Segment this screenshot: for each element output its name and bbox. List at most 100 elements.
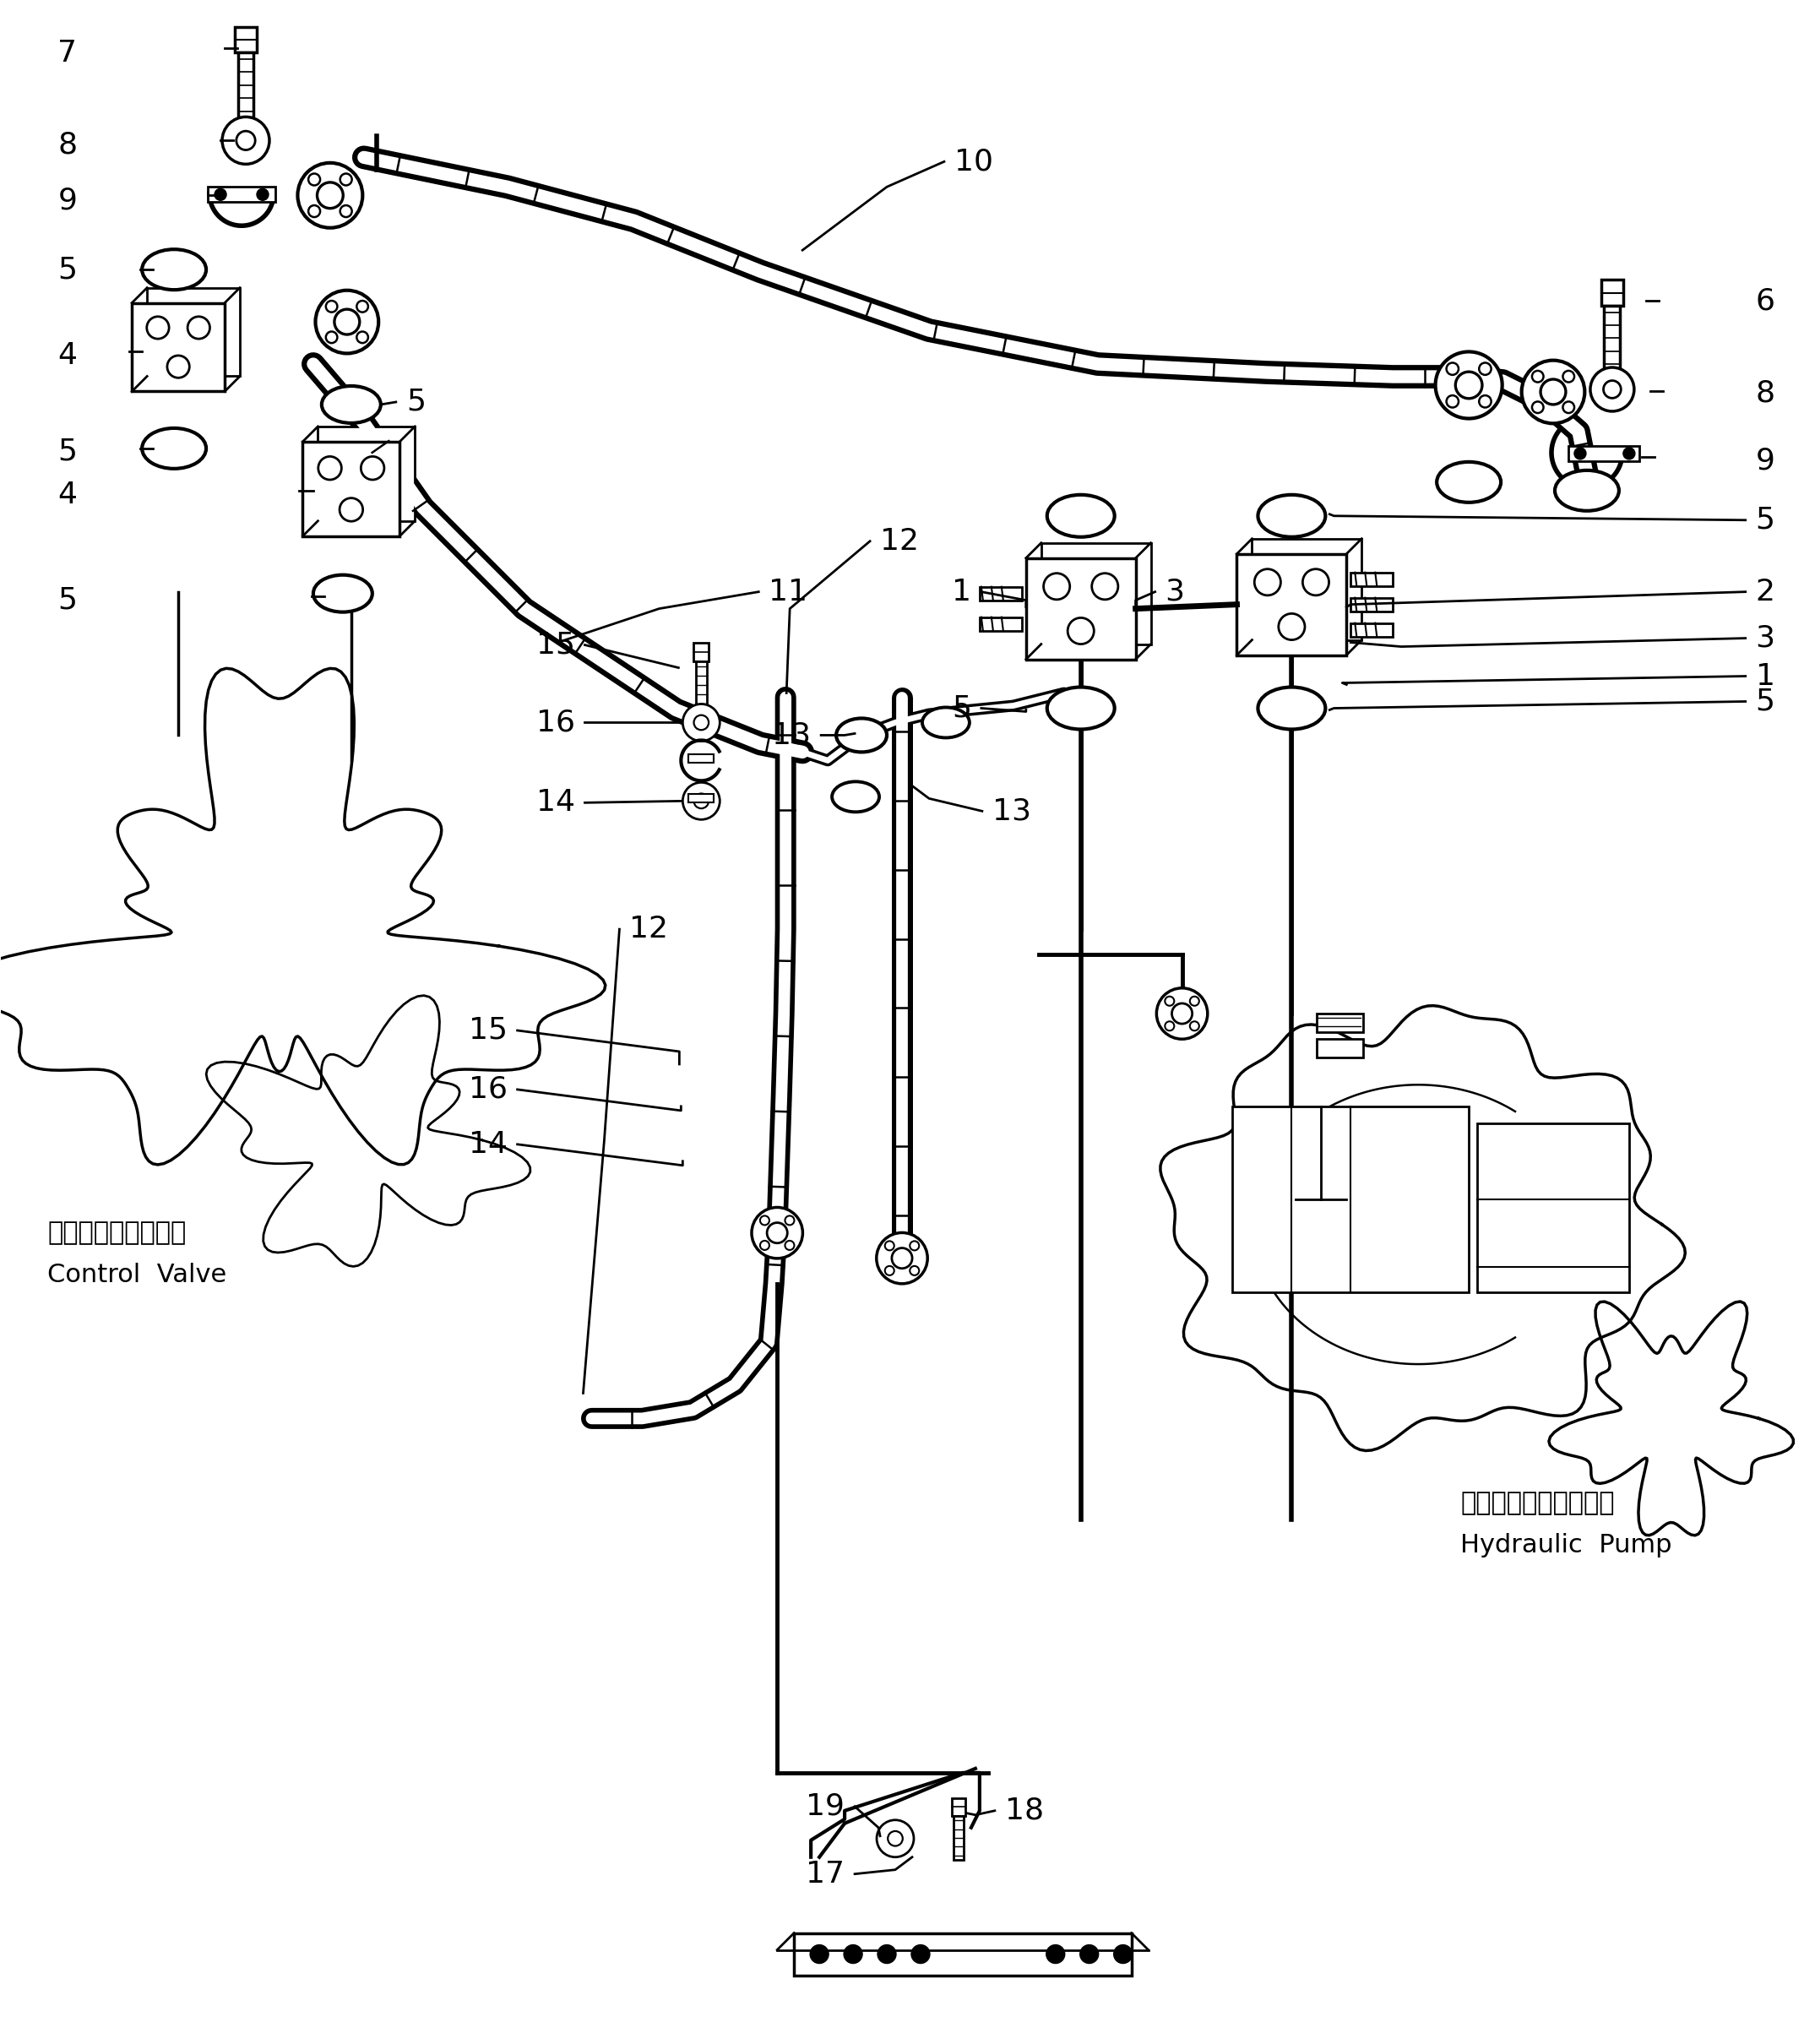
Bar — [1568, 446, 1640, 462]
Bar — [238, 53, 254, 119]
Ellipse shape — [321, 386, 381, 423]
Text: 8: 8 — [58, 131, 78, 159]
Bar — [207, 186, 276, 202]
Bar — [951, 1799, 965, 1815]
Ellipse shape — [1436, 462, 1501, 503]
Circle shape — [1046, 1944, 1064, 1964]
Circle shape — [327, 300, 337, 313]
Circle shape — [188, 317, 209, 339]
Bar — [1600, 280, 1624, 307]
Text: 7: 7 — [58, 39, 78, 67]
Circle shape — [1532, 401, 1544, 413]
Circle shape — [1113, 1944, 1133, 1964]
Circle shape — [886, 1265, 895, 1275]
Bar — [318, 427, 415, 521]
Circle shape — [256, 188, 269, 200]
Text: 5: 5 — [953, 693, 971, 724]
Circle shape — [1624, 448, 1634, 460]
Bar — [1238, 554, 1346, 654]
Circle shape — [682, 783, 720, 820]
Circle shape — [1191, 1022, 1200, 1030]
Text: 3: 3 — [1755, 623, 1775, 652]
Circle shape — [236, 131, 254, 149]
Circle shape — [695, 793, 709, 809]
Text: 16: 16 — [469, 1075, 507, 1104]
Bar — [1041, 544, 1151, 644]
Bar — [148, 288, 240, 376]
Polygon shape — [1160, 1006, 1685, 1451]
Bar — [1604, 307, 1620, 370]
Circle shape — [877, 1233, 927, 1284]
Text: 3: 3 — [1165, 578, 1185, 607]
Bar — [1351, 572, 1393, 587]
Circle shape — [1521, 360, 1584, 423]
Circle shape — [1479, 362, 1492, 374]
Circle shape — [888, 1831, 902, 1846]
Circle shape — [341, 174, 352, 186]
Bar — [689, 795, 714, 803]
Text: 5: 5 — [406, 388, 426, 417]
Text: 8: 8 — [1755, 380, 1775, 409]
Circle shape — [1254, 568, 1281, 595]
Circle shape — [308, 174, 319, 186]
Circle shape — [1447, 394, 1459, 407]
Circle shape — [909, 1241, 918, 1251]
Circle shape — [316, 290, 379, 354]
Circle shape — [327, 331, 337, 343]
Text: 5: 5 — [1755, 687, 1775, 715]
Circle shape — [1479, 394, 1492, 407]
Circle shape — [911, 1944, 929, 1964]
Text: 12: 12 — [630, 916, 669, 944]
Bar — [1232, 1106, 1468, 1292]
Text: 12: 12 — [880, 527, 918, 556]
Text: 11: 11 — [769, 578, 808, 607]
Bar — [980, 587, 1021, 601]
Circle shape — [1541, 380, 1566, 405]
Circle shape — [1043, 572, 1070, 599]
Circle shape — [318, 182, 343, 208]
Circle shape — [759, 1216, 769, 1224]
Bar — [1317, 1014, 1364, 1032]
Bar — [980, 617, 1021, 632]
Circle shape — [318, 456, 341, 480]
Circle shape — [357, 331, 368, 343]
Polygon shape — [1550, 1302, 1793, 1535]
Text: 6: 6 — [1755, 286, 1775, 315]
Circle shape — [1302, 568, 1330, 595]
Text: 9: 9 — [1755, 448, 1775, 476]
Circle shape — [341, 204, 352, 217]
Polygon shape — [206, 995, 530, 1267]
Bar — [303, 442, 400, 536]
Circle shape — [1165, 997, 1174, 1006]
Circle shape — [1436, 352, 1503, 419]
Ellipse shape — [1046, 495, 1115, 538]
Text: 13: 13 — [772, 722, 812, 750]
Bar — [1351, 623, 1393, 636]
Ellipse shape — [1257, 495, 1326, 538]
Circle shape — [844, 1944, 862, 1964]
Circle shape — [1562, 370, 1575, 382]
Text: 5: 5 — [1755, 505, 1775, 533]
Text: 1: 1 — [953, 578, 971, 607]
Text: 18: 18 — [1005, 1797, 1045, 1825]
Text: 5: 5 — [58, 256, 78, 284]
Circle shape — [1456, 372, 1483, 399]
Ellipse shape — [1555, 470, 1618, 511]
Circle shape — [1165, 1022, 1174, 1030]
Circle shape — [682, 703, 720, 742]
Circle shape — [785, 1241, 794, 1251]
Text: Hydraulic  Pump: Hydraulic Pump — [1461, 1533, 1672, 1558]
Circle shape — [1191, 997, 1200, 1006]
Bar — [1477, 1124, 1629, 1292]
Circle shape — [1081, 1944, 1099, 1964]
Circle shape — [1562, 401, 1575, 413]
Ellipse shape — [837, 717, 888, 752]
Circle shape — [891, 1249, 913, 1269]
Text: 17: 17 — [806, 1860, 844, 1889]
Text: 19: 19 — [806, 1793, 844, 1821]
Ellipse shape — [832, 781, 879, 811]
Circle shape — [1091, 572, 1118, 599]
Bar — [1252, 540, 1362, 640]
Circle shape — [785, 1216, 794, 1224]
Text: 10: 10 — [954, 147, 994, 176]
